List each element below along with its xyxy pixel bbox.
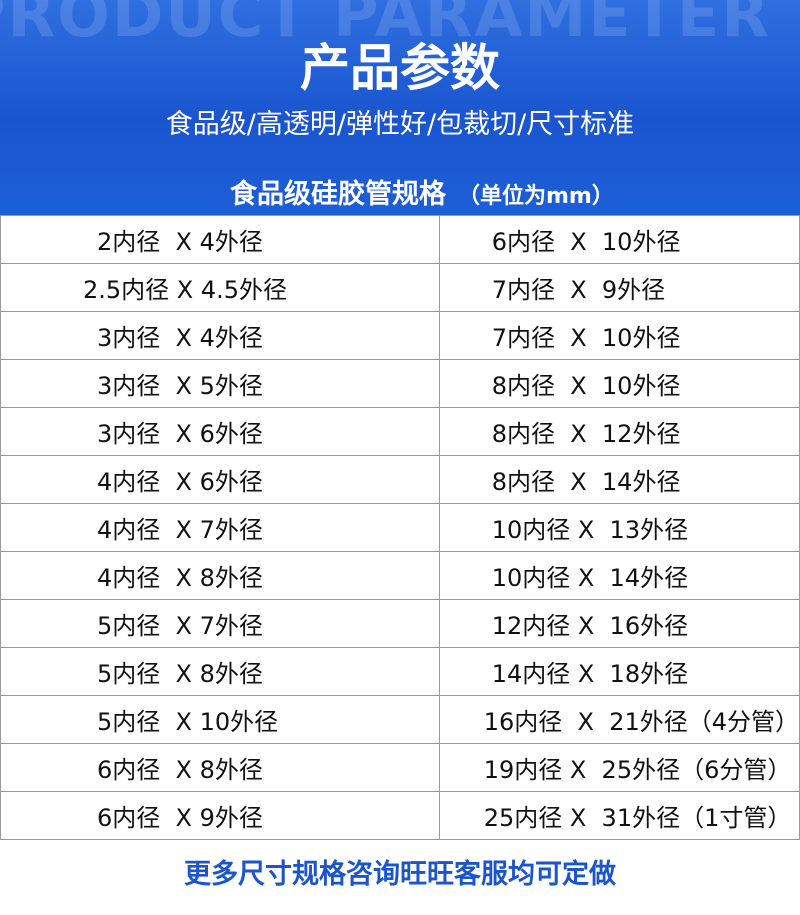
table-cell: 19内径 X 25外径（6分管）	[438, 743, 800, 792]
table-row: 3内径 X 4外径 7内径 X 10外径	[0, 311, 800, 360]
unit-note: （单位为mm）	[458, 184, 614, 209]
table-cell: 4内径 X 6外径	[0, 455, 440, 504]
spec-table: 2内径 X 4外径 6内径 X 10外径 2.5内径 X 4.5外径 7内径 X 9外…	[0, 215, 800, 840]
table-row: 4内径 X 8外径 10内径 X 14外径	[0, 551, 800, 600]
table-row: 2.5内径 X 4.5外径 7内径 X 9外径	[0, 263, 800, 312]
table-row: 5内径 X 10外径 16内径 X 21外径（4分管）	[0, 695, 800, 744]
table-cell: 8内径 X 12外径	[438, 407, 800, 456]
table-cell: 6内径 X 8外径	[0, 743, 440, 792]
table-row: 2内径 X 4外径 6内径 X 10外径	[0, 215, 800, 264]
table-cell: 6内径 X 10外径	[438, 215, 800, 264]
table-cell: 3内径 X 6外径	[0, 407, 440, 456]
table-cell: 14内径 X 18外径	[438, 647, 800, 696]
table-cell: 4内径 X 7外径	[0, 503, 440, 552]
table-title-text: 食品级硅胶管规格	[230, 179, 446, 210]
table-row: 6内径 X 9外径 25内径 X 31外径（1寸管）	[0, 791, 800, 840]
table-cell: 12内径 X 16外径	[438, 599, 800, 648]
table-cell: 8内径 X 14外径	[438, 455, 800, 504]
table-cell: 7内径 X 10外径	[438, 311, 800, 360]
table-cell: 16内径 X 21外径（4分管）	[438, 695, 800, 744]
table-cell: 7内径 X 9外径	[438, 263, 800, 312]
footer-note: 更多尺寸规格咨询旺旺客服均可定做	[184, 859, 616, 890]
title: 产品参数	[300, 39, 500, 97]
table-cell: 8内径 X 10外径	[438, 359, 800, 408]
table-row: 5内径 X 8外径 14内径 X 18外径	[0, 647, 800, 696]
table-cell: 3内径 X 4外径	[0, 311, 440, 360]
table-cell: 5内径 X 8外径	[0, 647, 440, 696]
table-cell: 2.5内径 X 4.5外径	[0, 263, 440, 312]
table-title: 食品级硅胶管规格 （单位为mm）	[230, 172, 614, 211]
table-row: 4内径 X 7外径 10内径 X 13外径	[0, 503, 800, 552]
table-cell: 25内径 X 31外径（1寸管）	[438, 791, 800, 840]
table-row: 4内径 X 6外径 8内径 X 14外径	[0, 455, 800, 504]
table-cell: 2内径 X 4外径	[0, 215, 440, 264]
watermark: PRODUCT PARAMETER	[0, 0, 771, 51]
table-cell: 4内径 X 8外径	[0, 551, 440, 600]
table-row: 3内径 X 6外径 8内径 X 12外径	[0, 407, 800, 456]
subtitle: 食品级/高透明/弹性好/包裁切/尺寸标准	[165, 109, 635, 140]
table-row: 6内径 X 8外径 19内径 X 25外径（6分管）	[0, 743, 800, 792]
header: PRODUCT PARAMETER 产品参数 食品级/高透明/弹性好/包裁切/尺…	[0, 0, 800, 215]
table-cell: 3内径 X 5外径	[0, 359, 440, 408]
table-cell: 5内径 X 10外径	[0, 695, 440, 744]
table-cell: 5内径 X 7外径	[0, 599, 440, 648]
table-row: 3内径 X 5外径 8内径 X 10外径	[0, 359, 800, 408]
table-row: 5内径 X 7外径 12内径 X 16外径	[0, 599, 800, 648]
table-cell: 10内径 X 14外径	[438, 551, 800, 600]
table-cell: 6内径 X 9外径	[0, 791, 440, 840]
table-cell: 10内径 X 13外径	[438, 503, 800, 552]
